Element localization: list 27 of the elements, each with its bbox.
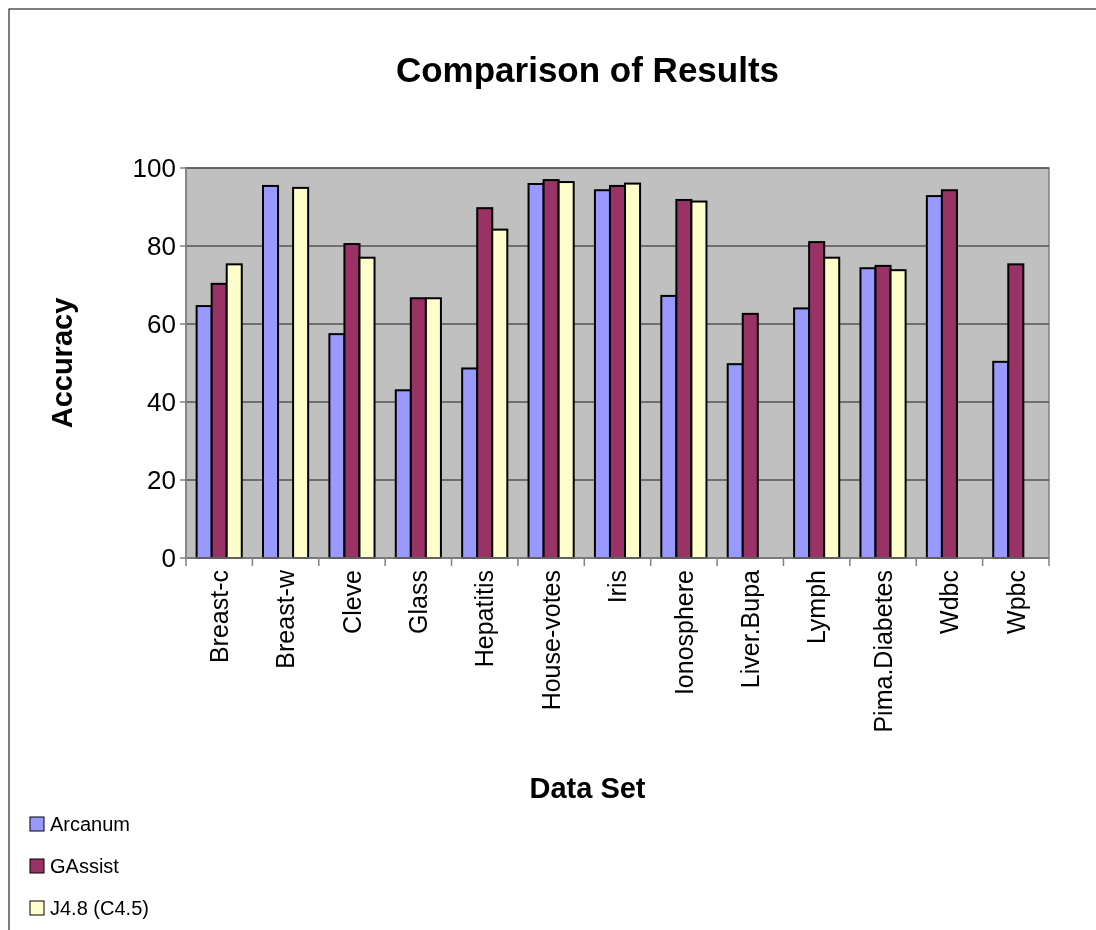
legend-label: Arcanum <box>50 813 131 835</box>
x-tick-label: Liver.Bupa <box>736 569 765 689</box>
y-tick-label: 0 <box>161 543 176 574</box>
x-tick-label: Breast-c <box>204 570 233 664</box>
x-tick-label: Wpbc <box>1001 570 1030 634</box>
y-tick-label: 40 <box>147 387 176 418</box>
y-tick-label: 20 <box>147 465 176 496</box>
x-tick-label: Lymph <box>802 570 831 645</box>
x-tick-label: Breast-w <box>271 569 300 669</box>
x-tick-label: Pima.Diabetes <box>868 570 897 733</box>
legend-label: J4.8 (C4.5) <box>50 897 149 919</box>
y-tick-label: 100 <box>132 153 176 184</box>
bar <box>292 186 310 559</box>
x-tick-label: Hepatitis <box>470 570 499 668</box>
x-tick-label: Iris <box>603 570 632 604</box>
y-axis-title: Accuracy <box>46 297 79 429</box>
legend-label: GAssist <box>50 855 120 877</box>
x-axis-title: Data Set <box>529 772 646 804</box>
x-tick-label: Ionosphere <box>669 570 698 696</box>
y-tick-label: 60 <box>147 309 176 340</box>
chart-title: Comparison of Results <box>395 50 780 89</box>
x-tick-label: Cleve <box>337 570 366 634</box>
x-tick-label: Wdbc <box>935 570 964 634</box>
x-tick-label: House-votes <box>536 570 565 711</box>
bar <box>262 184 280 559</box>
x-tick-label: Glass <box>404 570 433 634</box>
y-tick-label: 80 <box>147 231 176 262</box>
